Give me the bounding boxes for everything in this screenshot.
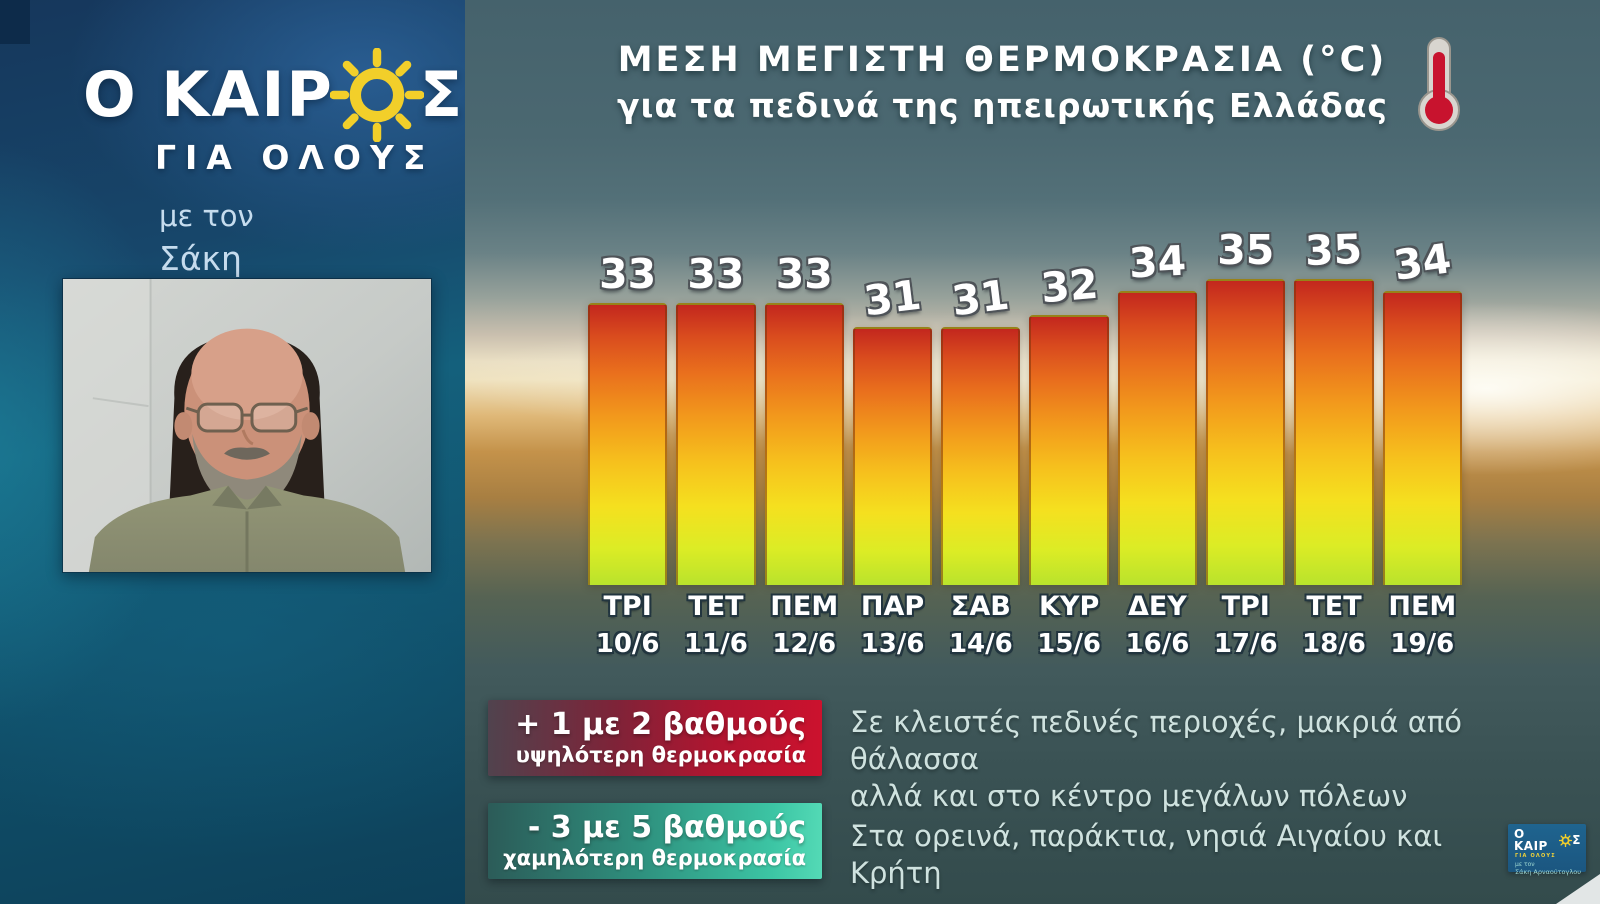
day-label: ΚΥΡ 15/6 [1029,592,1108,659]
day-name: ΔΕΥ [1127,591,1187,622]
channel-logo-title-prefix: Ο ΚΑΙΡ [1514,827,1548,853]
temperature-bar [1029,315,1109,585]
left-panel: Ο ΚΑΙΡ Σ ΓΙΑ ΟΛΟΥΣ [0,0,465,904]
day-label: ΠΕΜ 19/6 [1383,592,1462,659]
day-name: ΠΑΡ [860,591,925,622]
legend-warmer-label: υψηλότερη θερμοκρασία [515,743,806,767]
day-label: ΤΡΙ 10/6 [588,592,667,659]
bar-column: 32 [1029,259,1109,585]
bar-value-label: 33 [599,250,657,298]
temperature-bar [941,327,1021,585]
channel-logo-subtitle: ΓΙΑ ΟΛΟΥΣ [1515,853,1556,859]
day-label: ΤΕΤ 11/6 [676,592,755,659]
day-label: ΤΡΙ 17/6 [1206,592,1285,659]
day-date: 15/6 [1037,628,1102,659]
bar-value-label: 32 [1038,259,1100,313]
temperature-bar [764,303,844,585]
corner-decoration [0,0,30,44]
bar-value-label: 31 [949,270,1013,326]
channel-logo-byline1: με τον [1515,861,1535,868]
legend-badge-cooler: - 3 με 5 βαθμούς χαμηλότερη θερμοκρασία [488,803,822,880]
chart-title: ΜΕΣΗ ΜΕΓΙΣΤΗ ΘΕΡΜΟΚΡΑΣΙΑ (°C) [617,40,1388,80]
bar-column: 35 [1206,226,1286,585]
bar-column: 34 [1382,234,1462,585]
corner-wedge-decoration [1556,874,1600,904]
presenter-illustration [63,279,431,572]
day-name: ΚΥΡ [1039,591,1100,622]
show-logo-subtitle: ΓΙΑ ΟΛΟΥΣ [155,138,435,177]
day-date: 12/6 [772,628,837,659]
day-name: ΠΕΜ [1388,591,1457,622]
presenter-video [62,278,432,573]
day-name: ΤΡΙ [603,591,652,622]
day-name: ΠΕΜ [770,591,839,622]
bar-column: 33 [676,250,756,585]
day-date: 17/6 [1213,628,1278,659]
day-name: ΤΕΤ [688,591,744,622]
channel-logo-badge: Ο ΚΑΙΡ Σ ΓΙΑ ΟΛΟΥΣ με τον Σάκη Αρναούτογ… [1508,824,1586,875]
logo-title-suffix: Σ [419,58,465,131]
show-logo-title: Ο ΚΑΙΡ Σ [83,48,465,142]
day-name: ΤΕΤ [1306,591,1362,622]
legend-cooler-label: χαμηλότερη θερμοκρασία [503,846,806,870]
channel-logo-title: Ο ΚΑΙΡ Σ [1514,828,1581,852]
bar-column: 31 [941,270,1021,585]
day-label: ΣΑΒ 14/6 [941,592,1020,659]
day-date: 18/6 [1302,628,1366,659]
bar-column: 33 [588,250,668,585]
bar-value-label: 34 [1127,236,1188,288]
day-date: 19/6 [1390,628,1455,659]
legend-warmer-range: + 1 με 2 βαθμούς [515,707,806,742]
legend-cooler-description: Στα ορεινά, παράκτια, νησιά Αιγαίου και … [850,819,1443,890]
logo-title-prefix: Ο ΚΑΙΡ [83,58,334,131]
day-label: ΠΕΜ 12/6 [765,592,844,659]
day-date: 16/6 [1125,628,1190,659]
bar-value-label: 35 [1304,225,1364,275]
day-date: 13/6 [860,628,925,659]
legend-warmer-description: Σε κλειστές πεδινές περιοχές, μακριά από… [850,704,1470,814]
channel-logo-title-suffix: Σ [1572,833,1581,847]
logo-byline-prefix: με τον [159,199,254,233]
bar-value-label: 35 [1217,226,1275,274]
thermometer-icon [1418,37,1460,131]
bar-chart: 33 33 33 31 31 32 34 35 35 34 [588,225,1462,585]
day-labels-row: ΤΡΙ 10/6 ΤΕΤ 11/6 ΠΕΜ 12/6 ΠΑΡ 13/6 ΣΑΒ 14/6 ΚΥΡ 15… [588,592,1462,659]
day-label: ΠΑΡ 13/6 [853,592,932,659]
bar-value-label: 33 [775,250,833,298]
bar-column: 34 [1117,236,1198,585]
sun-icon [329,48,424,142]
temperature-bar [1206,279,1286,585]
day-name: ΤΡΙ [1221,591,1270,622]
show-logo: Ο ΚΑΙΡ Σ ΓΙΑ ΟΛΟΥΣ [83,48,465,317]
legend-badge-warmer: + 1 με 2 βαθμούς υψηλότερη θερμοκρασία [488,700,822,777]
day-date: 11/6 [684,628,748,659]
legend-warmer-desc-line1: Σε κλειστές πεδινές περιοχές, μακριά από… [850,705,1463,776]
bar-column: 35 [1294,225,1374,585]
weather-graphic-panel: ΜΕΣΗ ΜΕΓΙΣΤΗ ΘΕΡΜΟΚΡΑΣΙΑ (°C) για τα πεδ… [465,0,1600,904]
day-date: 10/6 [595,628,660,659]
temperature-bar [1117,291,1198,585]
temperature-bar [852,327,933,585]
day-label: ΔΕΥ 16/6 [1118,592,1197,659]
temperature-bar [1382,291,1462,585]
bar-column: 33 [764,250,844,585]
day-name: ΣΑΒ [950,591,1011,622]
day-label: ΤΕΤ 18/6 [1294,592,1373,659]
legend-warmer-desc-line2: αλλά και στο κέντρο μεγάλων πόλεων [850,778,1408,813]
day-date: 14/6 [948,628,1013,659]
bar-value-label: 33 [687,250,745,298]
legend-cooler-range: - 3 με 5 βαθμούς [527,810,806,845]
bar-value-label: 34 [1390,234,1454,290]
channel-logo-byline2: Σάκη Αρναούτογλου [1515,867,1581,876]
mini-sun-icon [1559,833,1573,847]
chart-subtitle: για τα πεδινά της ηπειρωτικής Ελλάδας [617,86,1388,125]
bar-value-label: 31 [861,270,924,326]
temperature-bar [1294,279,1374,585]
chart-header: ΜΕΣΗ ΜΕΓΙΣΤΗ ΘΕΡΜΟΚΡΑΣΙΑ (°C) για τα πεδ… [505,40,1500,125]
temperature-bar [588,303,668,585]
bar-column: 31 [852,270,933,585]
temperature-bar [676,303,756,585]
